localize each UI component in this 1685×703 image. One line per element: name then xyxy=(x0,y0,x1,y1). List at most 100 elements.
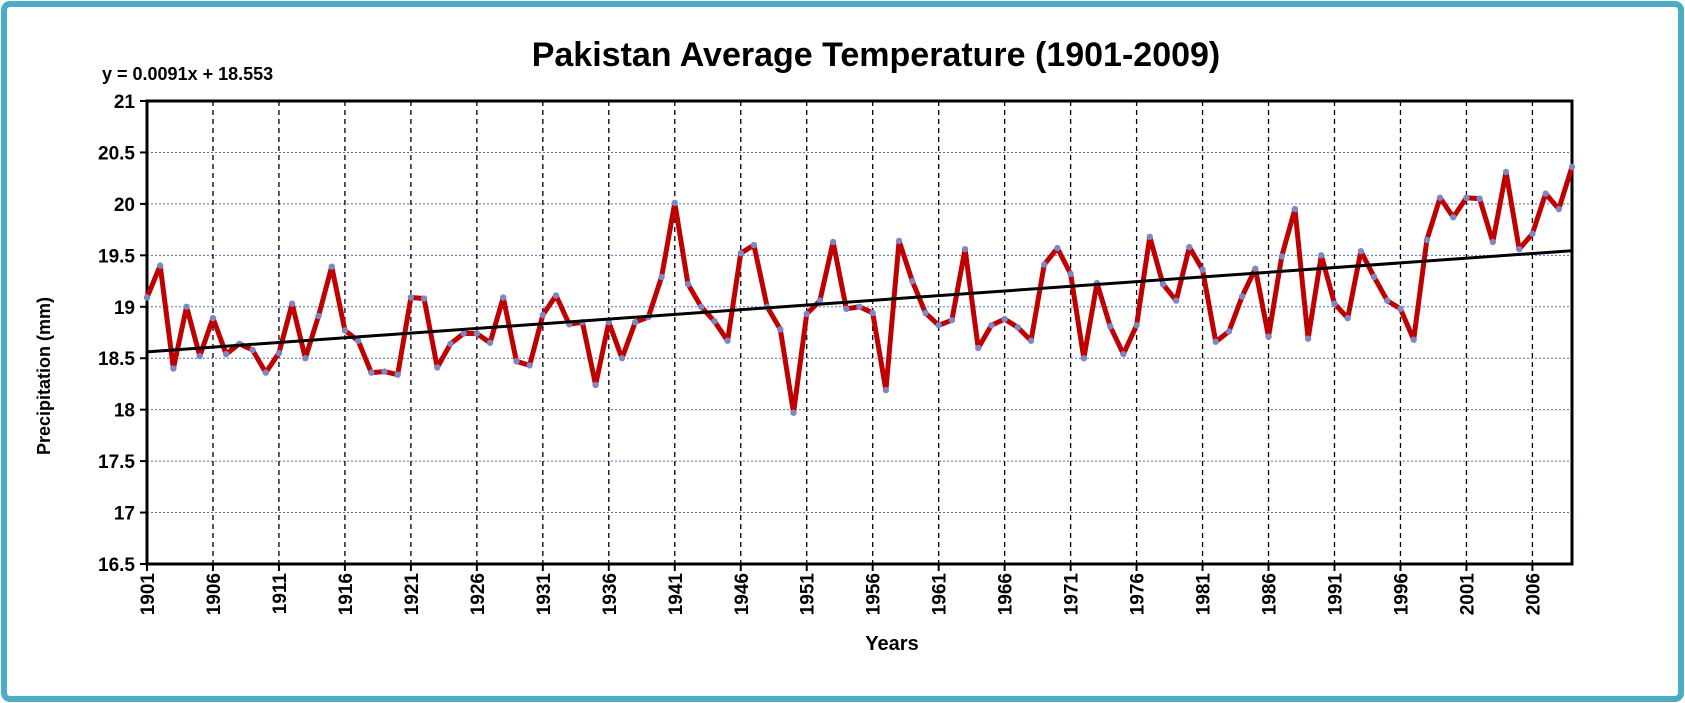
data-point xyxy=(183,303,190,310)
data-point xyxy=(684,280,692,288)
data-point xyxy=(315,312,322,320)
data-point xyxy=(1568,163,1576,171)
x-tick-label: 1981 xyxy=(1194,573,1215,616)
y-tick-label: 20 xyxy=(114,195,135,216)
data-point xyxy=(1344,314,1351,322)
y-tick-label: 18 xyxy=(114,401,135,422)
x-tick-label: 1926 xyxy=(468,573,489,615)
x-tick-label: 1956 xyxy=(864,573,885,615)
data-point xyxy=(1186,243,1193,251)
y-tick-label: 19.5 xyxy=(98,246,135,267)
data-point xyxy=(1027,337,1035,344)
data-point xyxy=(1159,280,1167,288)
data-point xyxy=(948,316,956,324)
x-tick-label: 1931 xyxy=(534,573,555,616)
y-axis-label: Precipitation (mm) xyxy=(34,297,54,455)
y-tick-label: 19 xyxy=(114,298,135,319)
data-point xyxy=(869,309,876,317)
data-point xyxy=(275,349,283,357)
data-point xyxy=(1476,195,1483,202)
data-point xyxy=(513,358,520,365)
data-point xyxy=(1529,230,1536,237)
data-point xyxy=(328,263,335,270)
data-point xyxy=(737,250,744,257)
data-point xyxy=(262,369,269,376)
data-point xyxy=(1001,315,1008,323)
data-point xyxy=(394,371,401,378)
data-point xyxy=(816,297,824,304)
x-tick-label: 1906 xyxy=(204,573,225,615)
data-point xyxy=(341,327,349,334)
data-point xyxy=(1423,236,1431,244)
data-point xyxy=(1146,233,1153,241)
data-point xyxy=(697,303,705,310)
data-point xyxy=(170,365,177,372)
x-tick-label: 1936 xyxy=(600,573,621,615)
data-point xyxy=(843,305,850,313)
data-point xyxy=(381,368,388,375)
y-tick-label: 16.5 xyxy=(98,555,135,576)
data-point xyxy=(1331,300,1338,307)
y-tick-label: 17 xyxy=(114,504,135,525)
data-point xyxy=(1318,252,1325,259)
data-point xyxy=(1041,261,1048,268)
data-point xyxy=(975,344,982,352)
data-point xyxy=(249,346,256,354)
x-tick-label: 2001 xyxy=(1457,573,1478,616)
y-tick-label: 21 xyxy=(114,92,136,113)
data-point xyxy=(1555,205,1563,213)
data-point xyxy=(196,352,203,360)
data-point xyxy=(856,303,863,310)
data-point xyxy=(1304,335,1312,342)
data-point xyxy=(790,409,797,416)
data-point xyxy=(1120,350,1127,358)
data-point xyxy=(526,362,533,369)
data-point xyxy=(988,322,995,329)
data-point xyxy=(671,199,678,207)
x-tick-label: 1976 xyxy=(1128,573,1149,615)
data-point xyxy=(552,292,560,299)
data-point xyxy=(935,322,942,329)
data-point xyxy=(1014,324,1022,331)
data-point xyxy=(658,273,665,281)
data-point xyxy=(750,241,758,249)
data-point xyxy=(1502,168,1510,176)
data-point xyxy=(1357,248,1365,255)
data-point xyxy=(302,355,309,362)
data-point xyxy=(1542,190,1549,197)
data-point xyxy=(1516,245,1523,253)
x-tick-label: 1941 xyxy=(666,573,687,616)
data-point xyxy=(1489,238,1497,246)
x-tick-label: 1961 xyxy=(930,573,951,616)
y-tick-label: 20.5 xyxy=(98,143,135,164)
data-point xyxy=(711,317,718,325)
data-point xyxy=(618,355,626,362)
x-tick-label: 1951 xyxy=(798,573,819,616)
data-point xyxy=(407,294,415,301)
data-point xyxy=(1278,253,1285,260)
x-tick-label: 1986 xyxy=(1260,573,1281,615)
data-point xyxy=(1384,297,1391,304)
data-point xyxy=(420,295,428,302)
data-point xyxy=(1291,205,1299,213)
data-point xyxy=(222,350,230,358)
data-point xyxy=(1252,265,1259,272)
x-tick-label: 1966 xyxy=(996,573,1017,615)
plot-border xyxy=(145,99,1574,566)
data-point xyxy=(1067,270,1074,278)
data-point xyxy=(909,277,916,285)
data-point xyxy=(1133,322,1140,329)
data-point xyxy=(829,238,837,246)
data-point xyxy=(500,294,507,301)
x-axis-label: Years xyxy=(865,633,918,655)
data-point xyxy=(1397,305,1404,313)
data-point xyxy=(1370,273,1378,281)
y-tick-label: 17.5 xyxy=(98,452,135,473)
data-point xyxy=(354,337,362,344)
data-point xyxy=(1450,214,1457,221)
data-point xyxy=(156,262,164,269)
data-point xyxy=(1238,293,1246,300)
